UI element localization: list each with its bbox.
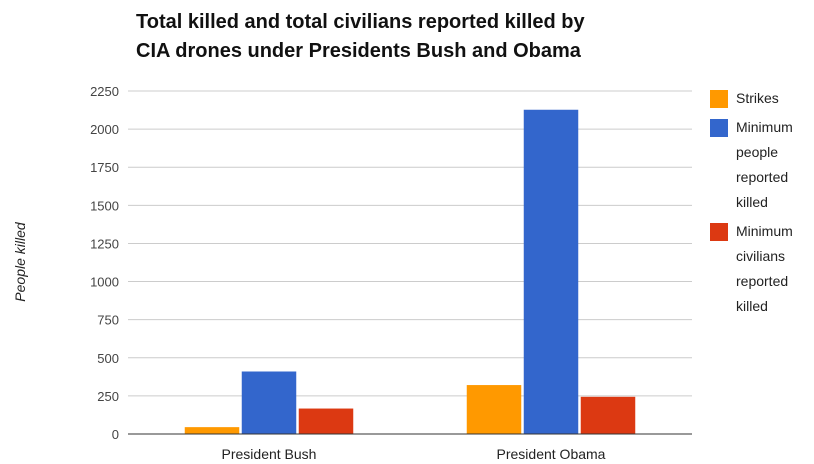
- chart-title-line-2: CIA drones under Presidents Bush and Oba…: [136, 40, 581, 62]
- legend-label: killed: [736, 194, 768, 210]
- legend-label: civilians: [736, 248, 785, 264]
- bar-strikes-obama: [466, 385, 522, 434]
- legend-swatch: [710, 90, 728, 108]
- legend-swatch: [710, 119, 728, 137]
- legend-label: people: [736, 144, 778, 160]
- legend-label: reported: [736, 273, 788, 289]
- bar-min-people-killed-obama: [523, 109, 579, 434]
- y-tick-label: 2250: [90, 84, 119, 99]
- y-tick-label: 1750: [90, 160, 119, 175]
- y-axis-ticks: 0 250 500 750 1000 1250 1500 1750 2000 2250: [90, 84, 119, 442]
- bar-min-civilians-killed-bush: [298, 408, 354, 434]
- grid-lines: [128, 90, 692, 397]
- y-tick-label: 1000: [90, 275, 119, 290]
- y-tick-label: 1250: [90, 236, 119, 251]
- legend-label: reported: [736, 169, 788, 185]
- x-category-label: President Obama: [497, 446, 606, 462]
- y-tick-label: 0: [112, 427, 119, 442]
- y-tick-label: 250: [97, 389, 119, 404]
- y-tick-label: 750: [97, 313, 119, 328]
- legend-swatch: [710, 223, 728, 241]
- bar-strikes-bush: [184, 427, 240, 434]
- x-axis-categories: President Bush President Obama: [222, 446, 606, 462]
- bar-min-people-killed-bush: [241, 371, 297, 434]
- legend-label: Minimum: [736, 223, 793, 239]
- y-axis-label: People killed: [12, 221, 28, 302]
- legend-label: Minimum: [736, 119, 793, 135]
- chart-title: Total killed and total civilians reporte…: [136, 8, 696, 66]
- x-category-label: President Bush: [222, 446, 317, 462]
- y-tick-label: 1500: [90, 198, 119, 213]
- bars: [184, 109, 636, 434]
- legend-label: Strikes: [736, 90, 779, 106]
- legend: Strikes Minimum people reported killed Minimu…: [710, 90, 793, 314]
- y-tick-label: 500: [97, 351, 119, 366]
- y-tick-label: 2000: [90, 122, 119, 137]
- bar-min-civilians-killed-obama: [580, 396, 636, 434]
- chart-title-line-1: Total killed and total civilians reporte…: [136, 11, 585, 33]
- legend-label: killed: [736, 298, 768, 314]
